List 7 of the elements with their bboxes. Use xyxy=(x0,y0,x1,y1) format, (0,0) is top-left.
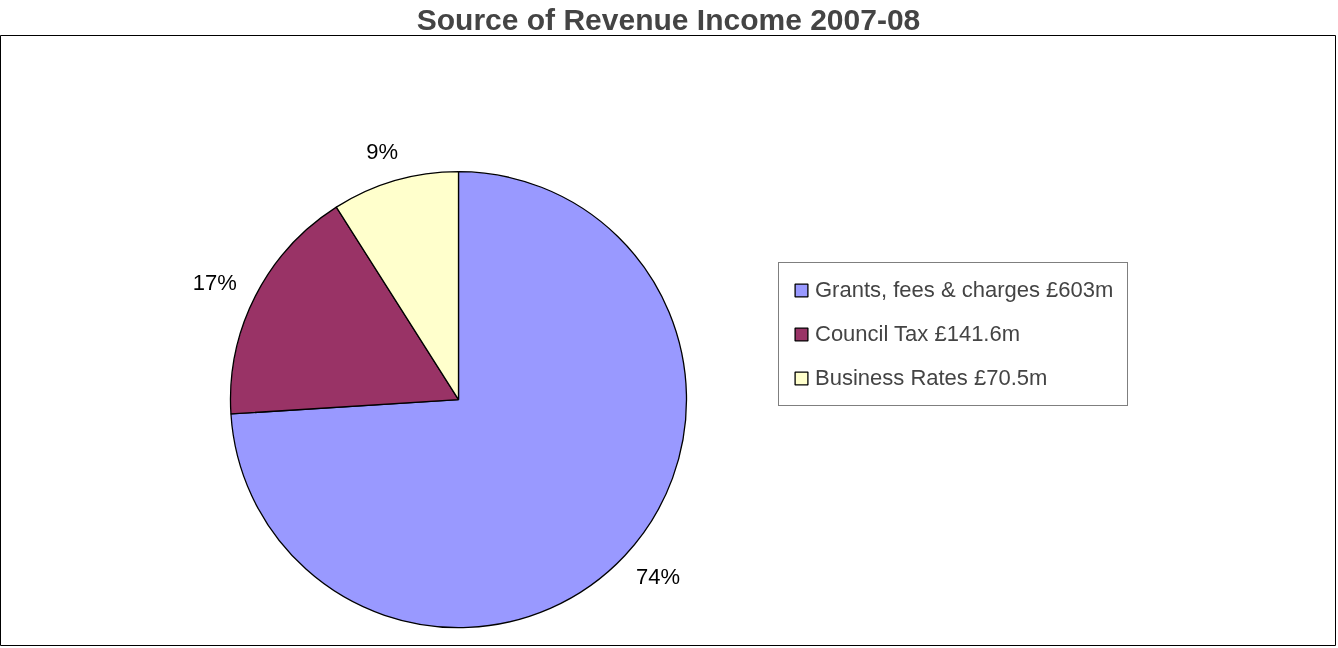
legend-label: Business Rates £70.5m xyxy=(815,365,1048,391)
data-label: 17% xyxy=(192,269,237,295)
data-label: 74% xyxy=(635,564,680,590)
legend-label: Council Tax £141.6m xyxy=(815,321,1021,347)
data-label: 9% xyxy=(366,138,399,164)
legend-label: Grants, fees & charges £603m xyxy=(815,277,1114,303)
chart-title: Source of Revenue Income 2007-08 xyxy=(416,2,921,36)
